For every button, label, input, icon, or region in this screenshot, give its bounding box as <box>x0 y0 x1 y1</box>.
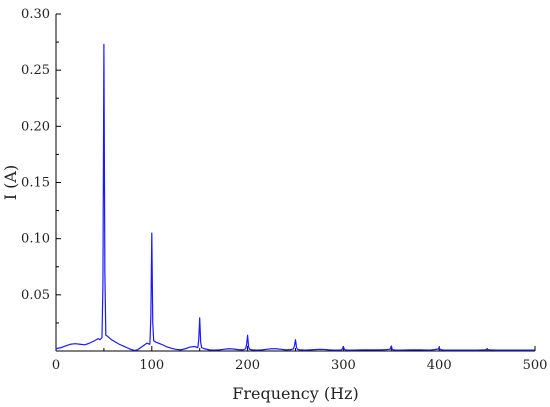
y-tick-label: 0.25 <box>21 63 50 78</box>
x-ticks: 0 100 200 300 400 500 <box>52 346 548 373</box>
y-tick-label: 0.15 <box>21 176 50 191</box>
y-tick-label: 0.20 <box>21 119 50 134</box>
series-layer <box>55 43 535 352</box>
x-tick-label: 100 <box>139 358 164 373</box>
x-tick-label: 200 <box>235 358 260 373</box>
x-tick-label: 400 <box>427 358 452 373</box>
y-tick-label: 0.30 <box>21 7 50 22</box>
y-tick-label: 0.05 <box>21 288 50 303</box>
plot-frame <box>55 14 535 352</box>
y-axis-title: I (A) <box>1 165 20 200</box>
series-line <box>55 43 535 352</box>
x-axis-title: Frequency (Hz) <box>232 384 359 403</box>
x-tick-label: 500 <box>523 358 548 373</box>
y-tick-label: 0.10 <box>21 232 50 247</box>
x-tick-label: 300 <box>331 358 356 373</box>
x-tick-label: 0 <box>52 358 60 373</box>
y-ticks: 0.05 0.10 0.15 0.20 0.25 0.30 <box>21 7 61 324</box>
